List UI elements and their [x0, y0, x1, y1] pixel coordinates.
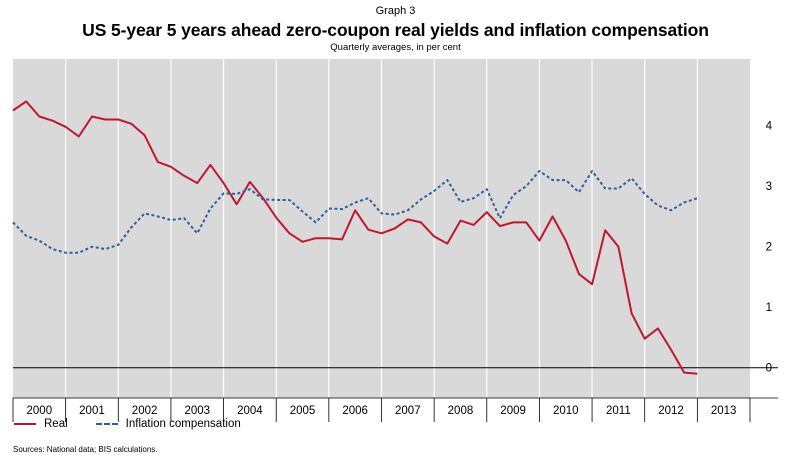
legend: Real Inflation compensation: [14, 418, 269, 430]
y-tick-label: 2: [766, 242, 772, 254]
x-tick-label: 2006: [342, 405, 368, 417]
legend-label-inflation: Inflation compensation: [125, 418, 241, 430]
x-tick-label: 2000: [27, 405, 53, 417]
x-tick-label: 2003: [184, 405, 210, 417]
chart-title: US 5-year 5 years ahead zero-coupon real…: [82, 20, 709, 40]
y-tick-label: 1: [766, 302, 772, 314]
legend-swatch-real: [14, 423, 36, 425]
y-tick-label: 0: [766, 363, 772, 375]
x-tick-label: 2012: [658, 405, 684, 417]
x-tick-label: 2007: [395, 405, 421, 417]
x-tick-label: 2008: [448, 405, 474, 417]
source-note: Sources: National data; BIS calculations…: [13, 445, 158, 454]
legend-item-real: Real: [14, 418, 68, 430]
x-tick-label: 2004: [237, 405, 263, 417]
series-line-inflation: [12, 170, 698, 254]
graph-number: Graph 3: [375, 5, 416, 17]
y-tick-label: 3: [766, 181, 772, 193]
y-tick-label: 4: [766, 121, 773, 133]
x-tick-label: 2009: [500, 405, 526, 417]
legend-item-inflation: Inflation compensation: [95, 418, 241, 430]
x-tick-label: 2002: [132, 405, 158, 417]
legend-swatch-inflation: [95, 423, 118, 425]
series-line-real: [12, 100, 698, 375]
x-tick-label: 2001: [79, 405, 105, 417]
legend-label-real: Real: [44, 418, 68, 430]
chart-subtitle: Quarterly averages, in per cent: [330, 42, 461, 53]
x-tick-label: 2010: [553, 405, 579, 417]
x-tick-label: 2011: [606, 405, 631, 417]
x-tick-label: 2013: [711, 405, 737, 417]
x-tick-label: 2005: [290, 405, 316, 417]
